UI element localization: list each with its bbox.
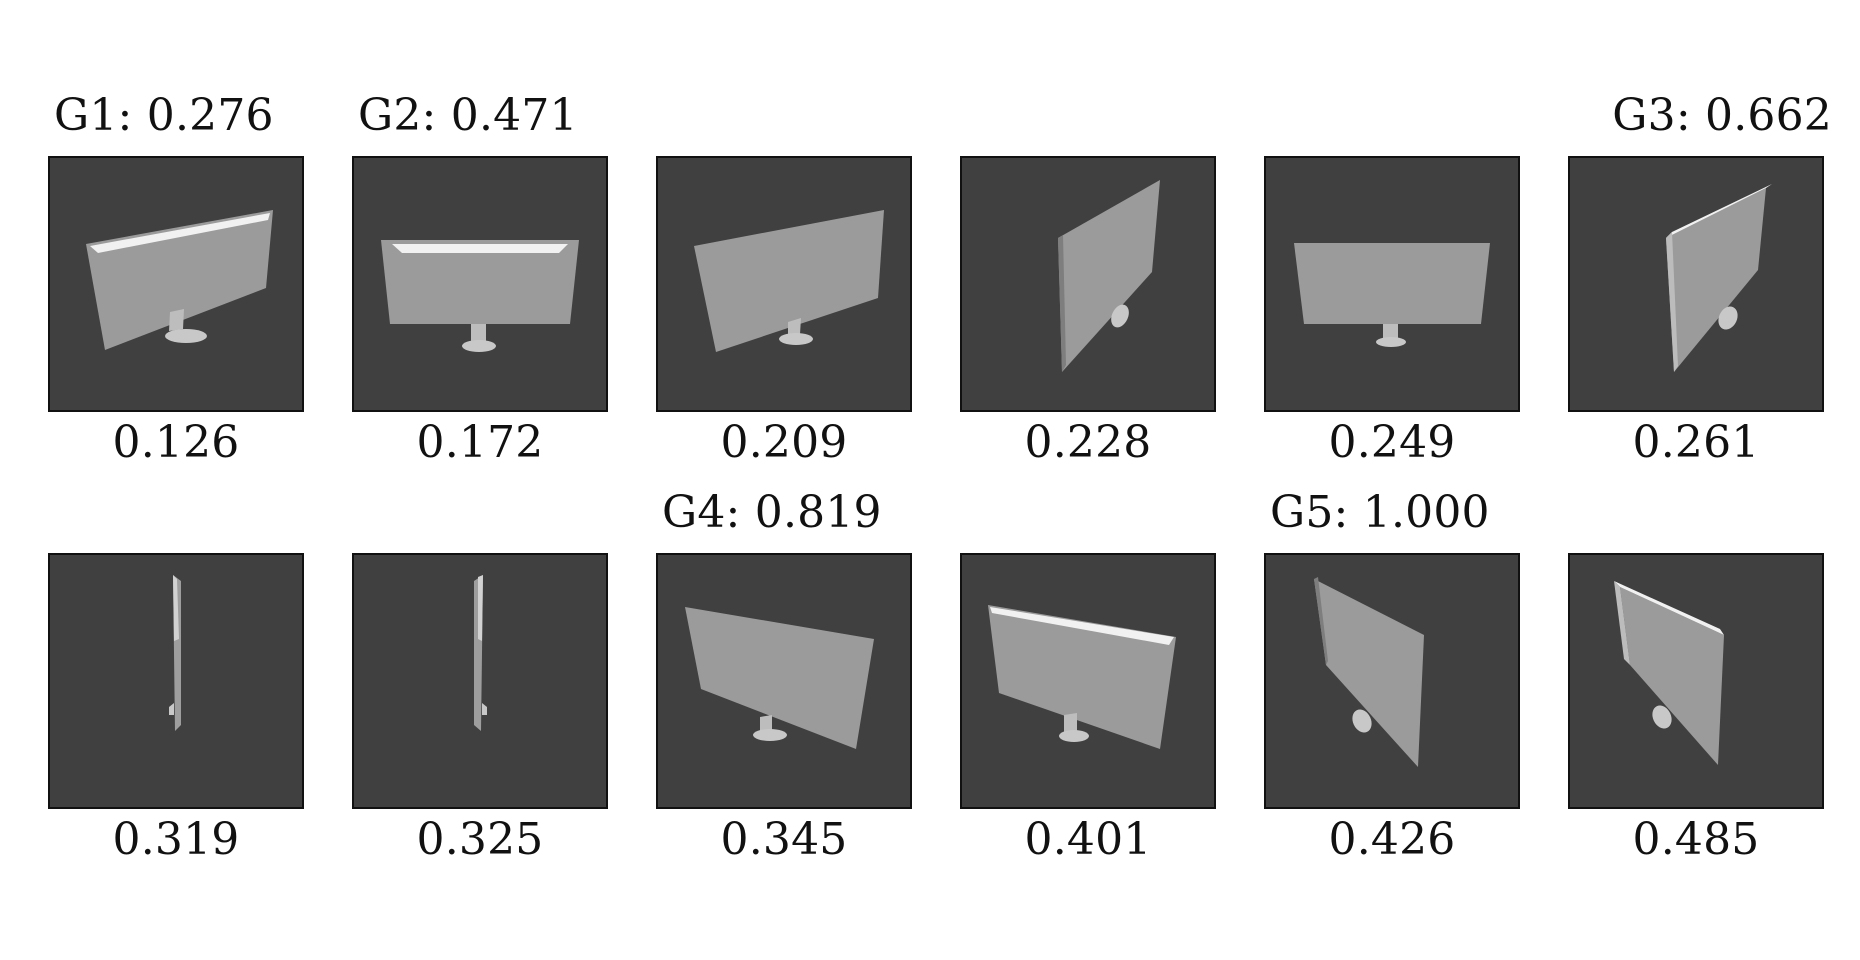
panel-score-4: 0.228: [1024, 417, 1152, 468]
panel-score-1: 0.126: [112, 417, 240, 468]
panel-11: G5: 1.000 0.426: [1264, 491, 1520, 865]
panel-7: 0.319: [48, 553, 304, 863]
monitor-render-5: [1264, 156, 1520, 412]
panel-2: G2: 0.471 0.172: [352, 94, 608, 468]
monitor-render-4: [960, 156, 1216, 412]
panel-3: 0.209: [656, 156, 912, 466]
panel-score-5: 0.249: [1328, 417, 1456, 468]
panel-score-9: 0.345: [720, 814, 848, 865]
monitor-render-9: [656, 553, 912, 809]
panel-1: G1: 0.276 0.126: [48, 94, 304, 468]
panel-score-8: 0.325: [416, 814, 544, 865]
monitor-image-10: [988, 605, 1176, 749]
panel-6: G3: 0.662 0.261: [1568, 94, 1832, 468]
group-label-g3: G3: 0.662: [1612, 90, 1832, 141]
monitor-render-7: [48, 553, 304, 809]
panel-4: 0.228: [960, 156, 1216, 466]
panel-score-2: 0.172: [416, 417, 544, 468]
monitor-image-6: [1666, 184, 1772, 372]
monitor-render-3: [656, 156, 912, 412]
monitor-image-9: [685, 607, 874, 749]
monitor-image-5: [1294, 243, 1490, 347]
monitor-image-3: [694, 210, 884, 352]
monitor-image-1: [86, 210, 273, 350]
panel-12: 0.485: [1568, 553, 1824, 863]
group-label-g5: G5: 1.000: [1270, 487, 1490, 538]
monitor-image-4: [1058, 180, 1160, 372]
panel-score-7: 0.319: [112, 814, 240, 865]
panel-10: 0.401: [960, 553, 1216, 863]
panel-8: 0.325: [352, 553, 608, 863]
panel-score-6: 0.261: [1632, 417, 1760, 468]
monitor-render-8: [352, 553, 608, 809]
panel-score-11: 0.426: [1328, 814, 1456, 865]
monitor-image-12: [1614, 581, 1724, 765]
monitor-render-11: [1264, 553, 1520, 809]
monitor-image-2: [381, 240, 579, 352]
panel-score-3: 0.209: [720, 417, 848, 468]
monitor-render-2: [352, 156, 608, 412]
group-label-g1: G1: 0.276: [54, 90, 274, 141]
group-label-g4: G4: 0.819: [662, 487, 882, 538]
group-label-g2: G2: 0.471: [358, 90, 578, 141]
panel-5: 0.249: [1264, 156, 1520, 466]
monitor-render-10: [960, 553, 1216, 809]
monitor-image-7: [169, 575, 181, 731]
panel-score-12: 0.485: [1632, 814, 1760, 865]
panel-score-10: 0.401: [1024, 814, 1152, 865]
monitor-image-8: [474, 575, 487, 731]
monitor-image-11: [1314, 577, 1424, 767]
panel-9: G4: 0.819 0.345: [656, 491, 912, 865]
monitor-render-1: [48, 156, 304, 412]
monitor-render-12: [1568, 553, 1824, 809]
monitor-render-6: [1568, 156, 1824, 412]
